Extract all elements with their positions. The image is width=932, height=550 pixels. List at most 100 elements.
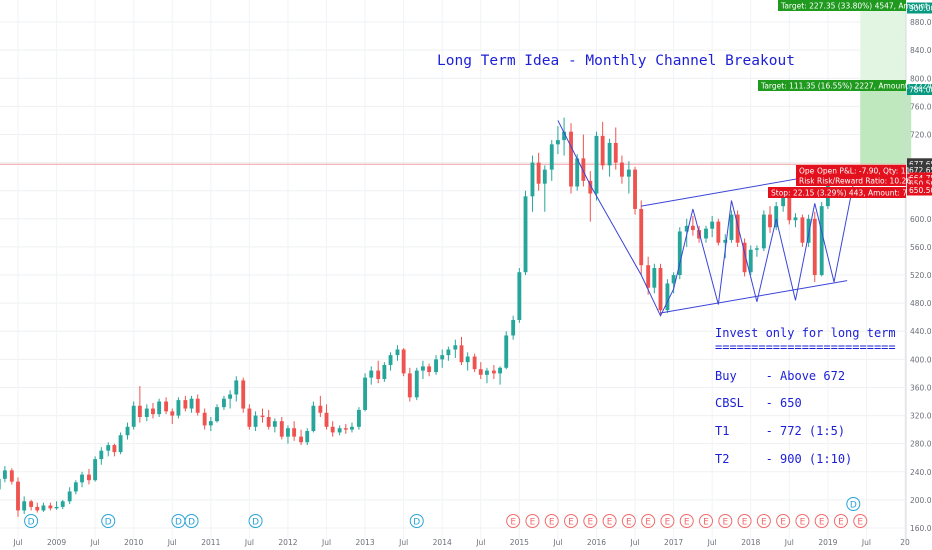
price-axis: 160.00 200.00 240.00 280.00 320.00 360.00 400.… [905, 0, 932, 540]
dividend-marker-label: D [105, 518, 112, 528]
candle [99, 447, 104, 465]
time-tick-label: 2011 [201, 538, 220, 547]
dividend-marker-circle [409, 514, 424, 528]
candle-body [189, 398, 194, 409]
candle-body [343, 428, 348, 430]
candle-body [523, 196, 528, 273]
candle-body [407, 373, 412, 398]
price-tick-label: 360.00 [910, 383, 932, 392]
candle [170, 408, 175, 424]
earnings-marker: E [506, 514, 521, 528]
candle-body [401, 349, 406, 374]
candle-body [157, 401, 162, 415]
candle [388, 352, 393, 371]
candle [80, 471, 84, 488]
candle [421, 360, 425, 380]
note-long-term: Invest only for long term [715, 326, 896, 340]
candle [697, 225, 701, 243]
earnings-marker: E [718, 514, 733, 528]
dividend-marker-label: D [28, 518, 35, 528]
candle-body [73, 482, 78, 492]
price-tick-label: 880.00 [910, 18, 932, 27]
candle-body [806, 218, 811, 243]
dividend-marker-circle [24, 514, 39, 528]
price-tick-label: 200.00 [910, 496, 932, 505]
earnings-marker: E [660, 514, 675, 528]
earnings-marker-circle [506, 514, 521, 528]
candle [112, 443, 117, 457]
candle [549, 140, 554, 181]
candle-body [324, 412, 329, 427]
candle [569, 123, 573, 194]
candles [0, 117, 830, 517]
time-tick-label: Jul [784, 538, 794, 547]
earnings-marker-label: E [645, 518, 651, 528]
candle [93, 456, 98, 482]
candle-body [517, 272, 522, 320]
price-label-text: 672.65 [909, 166, 932, 175]
earnings-marker-label: E [857, 518, 863, 528]
candle-body [562, 131, 567, 141]
candle [137, 386, 142, 423]
candle [382, 362, 387, 382]
earnings-marker-label: E [530, 518, 536, 528]
earnings-marker-label: E [510, 518, 516, 528]
candle [626, 161, 631, 194]
candle-body [781, 197, 786, 207]
candle-body [754, 248, 759, 250]
candle-body [485, 370, 489, 375]
candle-body [453, 345, 458, 350]
earnings-marker-label: E [703, 518, 709, 528]
candle [0, 478, 1, 490]
candle-body [29, 501, 34, 507]
candle-body [118, 435, 123, 453]
candle [812, 211, 817, 283]
event-markers: D D D D D DDE E E E E E E E E E E E E E E E E E E [24, 497, 868, 528]
candle [208, 416, 213, 432]
earnings-marker-label: E [742, 518, 748, 528]
earnings-marker-label: E [722, 518, 728, 528]
candle-body [151, 408, 155, 415]
candle [819, 201, 824, 277]
position-labels: Target: 227.35 (33.80%) 4547, Amount: 1 T… [758, 0, 932, 198]
price-label: 650.50 [907, 184, 932, 196]
open-short-label-text: Open [799, 167, 819, 176]
candle-body [54, 506, 59, 509]
earnings-marker-circle [525, 514, 540, 528]
candle [176, 397, 181, 419]
price-label: 677.65 [907, 158, 932, 170]
time-tick-label: Jul [398, 538, 408, 547]
candle-body [607, 142, 612, 166]
candle-body [549, 144, 554, 170]
time-tick-label: 2009 [47, 538, 66, 547]
earnings-marker: E [814, 514, 829, 528]
candle [465, 352, 470, 371]
candle-body [241, 380, 246, 409]
grid-lines [0, 0, 906, 540]
candle [633, 166, 637, 215]
candle-body [356, 409, 361, 427]
candle [343, 424, 348, 434]
price-tick-label: 400.00 [910, 355, 932, 364]
open-short-label: Open [796, 165, 819, 176]
earnings-marker: E [602, 514, 617, 528]
candle [665, 279, 670, 313]
time-tick-label: Jul [321, 538, 331, 547]
price-label-text: 677.65 [909, 160, 932, 169]
candle [228, 390, 233, 409]
candle [151, 402, 155, 419]
candle-body [376, 370, 381, 380]
candle-body [761, 214, 766, 249]
candle-body [723, 239, 728, 243]
candle-body [536, 162, 541, 184]
candle-body [735, 214, 740, 243]
candle-body [812, 218, 817, 276]
earnings-marker-circle [795, 514, 810, 528]
dividend-marker: D [171, 514, 186, 528]
candle-body [67, 491, 72, 502]
dividend-marker: D [846, 497, 861, 511]
candle-body [414, 370, 419, 398]
candle [2, 466, 7, 483]
candle-body [729, 214, 734, 240]
